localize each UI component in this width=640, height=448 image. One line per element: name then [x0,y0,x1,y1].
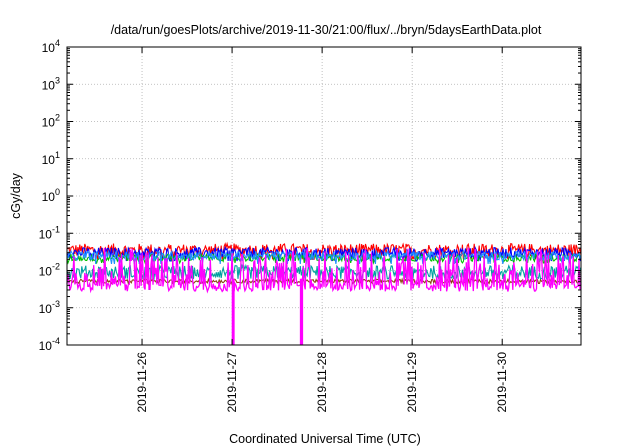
x-tick-label: 2019-11-27 [225,352,239,413]
plot-frame [66,46,582,346]
series-line [66,245,582,262]
series-group [66,241,582,345]
y-tick-label: 10-2 [39,262,60,279]
y-tick-label: 10-1 [39,224,60,241]
x-tick-label: 2019-11-29 [405,352,419,413]
x-axis-label: Coordinated Universal Time (UTC) [229,432,421,446]
y-tick-label: 10-4 [39,336,60,353]
y-tick-label: 103 [42,75,60,92]
y-tick-label: 104 [42,38,60,55]
chart-title: /data/run/goesPlots/archive/2019-11-30/2… [111,23,542,37]
y-tick-label: 102 [42,113,60,130]
y-axis: 10-4 10-3 10-2 10-1 100 101 102 103 104 [39,38,581,353]
x-tick-label: 2019-11-28 [315,352,329,413]
series-line [66,247,582,294]
y-tick-label: 100 [42,187,60,204]
series-line [66,249,582,265]
y-tick-label: 10-3 [39,299,60,316]
y-tick-label: 101 [42,150,60,167]
x-axis: 2019-11-26 2019-11-27 2019-11-28 2019-11-29… [135,47,509,413]
x-tick-label: 2019-11-26 [135,352,149,413]
grid [67,47,581,345]
x-tick-label: 2019-11-30 [495,352,509,413]
y-axis-label: cGy/day [9,172,23,219]
